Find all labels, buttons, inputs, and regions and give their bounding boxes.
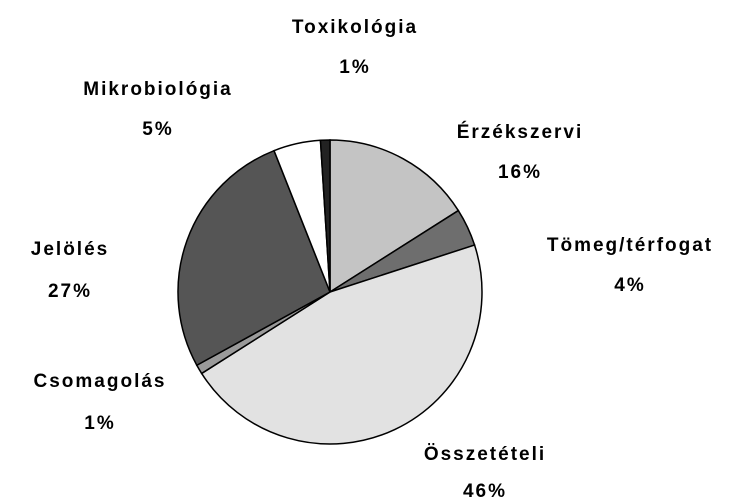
slice-label: Toxikológia [292, 17, 418, 38]
slice-value: 5% [142, 119, 173, 140]
slice-label: Összetételi [424, 444, 546, 465]
slice-value: 4% [614, 275, 645, 296]
slice-value: 16% [498, 162, 542, 183]
slice-value: 46% [463, 481, 507, 500]
pie-slice [319, 139, 331, 293]
slice-label: Mikrobiológia [83, 79, 233, 100]
pie-slice [329, 139, 460, 294]
slice-value: 1% [84, 413, 115, 434]
slice-label: Érzékszervi [457, 121, 584, 143]
slice-value: 27% [48, 281, 92, 302]
slice-label: Tömeg/térfogat [547, 235, 713, 256]
slice-value: 1% [339, 57, 370, 78]
slice-label: Csomagolás [34, 371, 167, 392]
pie-slice [200, 244, 483, 445]
slice-label: Jelölés [31, 239, 109, 260]
pie-slice [177, 149, 331, 367]
